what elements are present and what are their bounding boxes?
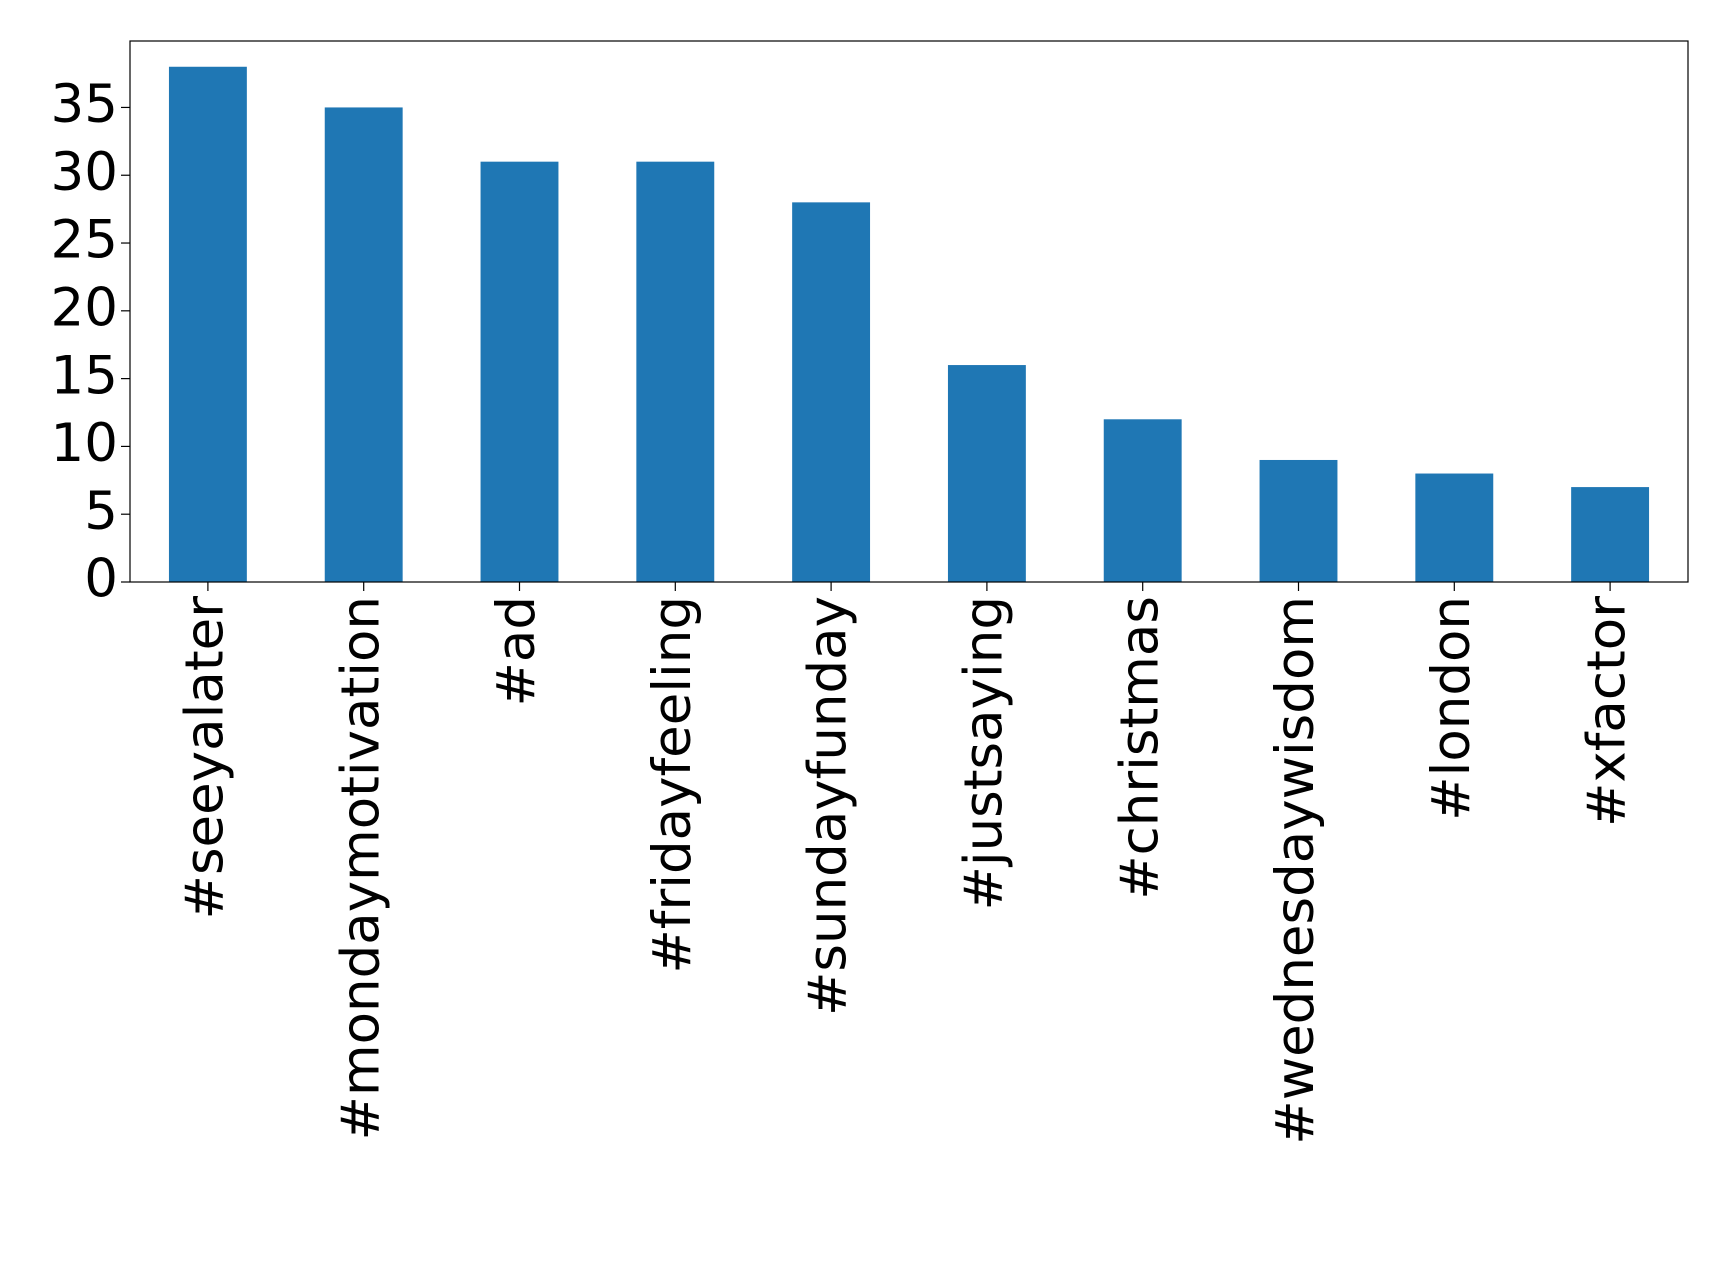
bar [324, 107, 403, 582]
x-tick-label: #ad [486, 596, 547, 707]
bar [636, 161, 715, 582]
y-tick-label: 10 [51, 413, 118, 474]
x-tick-label: #london [1421, 596, 1482, 821]
bar [168, 66, 247, 582]
bar [1259, 459, 1338, 582]
bar [947, 365, 1026, 582]
bar [1571, 487, 1650, 582]
plot-frame [129, 40, 1689, 583]
y-tick-label: 20 [51, 277, 118, 338]
bar [792, 202, 871, 582]
x-tick-label: #fridayfeeling [642, 596, 703, 974]
x-tick-label: #wednesdaywisdom [1265, 596, 1326, 1145]
x-tick-label: #sundayfunday [798, 596, 859, 1016]
x-tick-label: #mondaymotivation [330, 596, 391, 1140]
bar [1103, 419, 1182, 582]
y-tick-label: 25 [51, 210, 118, 271]
y-tick-label: 0 [84, 549, 118, 610]
y-tick-label: 5 [84, 481, 118, 542]
y-tick-label: 35 [51, 74, 118, 135]
x-tick-label: #christmas [1109, 596, 1170, 900]
x-tick-label: #xfactor [1577, 596, 1638, 827]
x-tick-label: #justsaying [954, 596, 1015, 911]
bar [1415, 473, 1494, 582]
y-tick-label: 30 [51, 142, 118, 203]
bar [480, 161, 559, 582]
y-tick-label: 15 [51, 345, 118, 406]
x-tick-label: #seeyalater [175, 596, 236, 920]
